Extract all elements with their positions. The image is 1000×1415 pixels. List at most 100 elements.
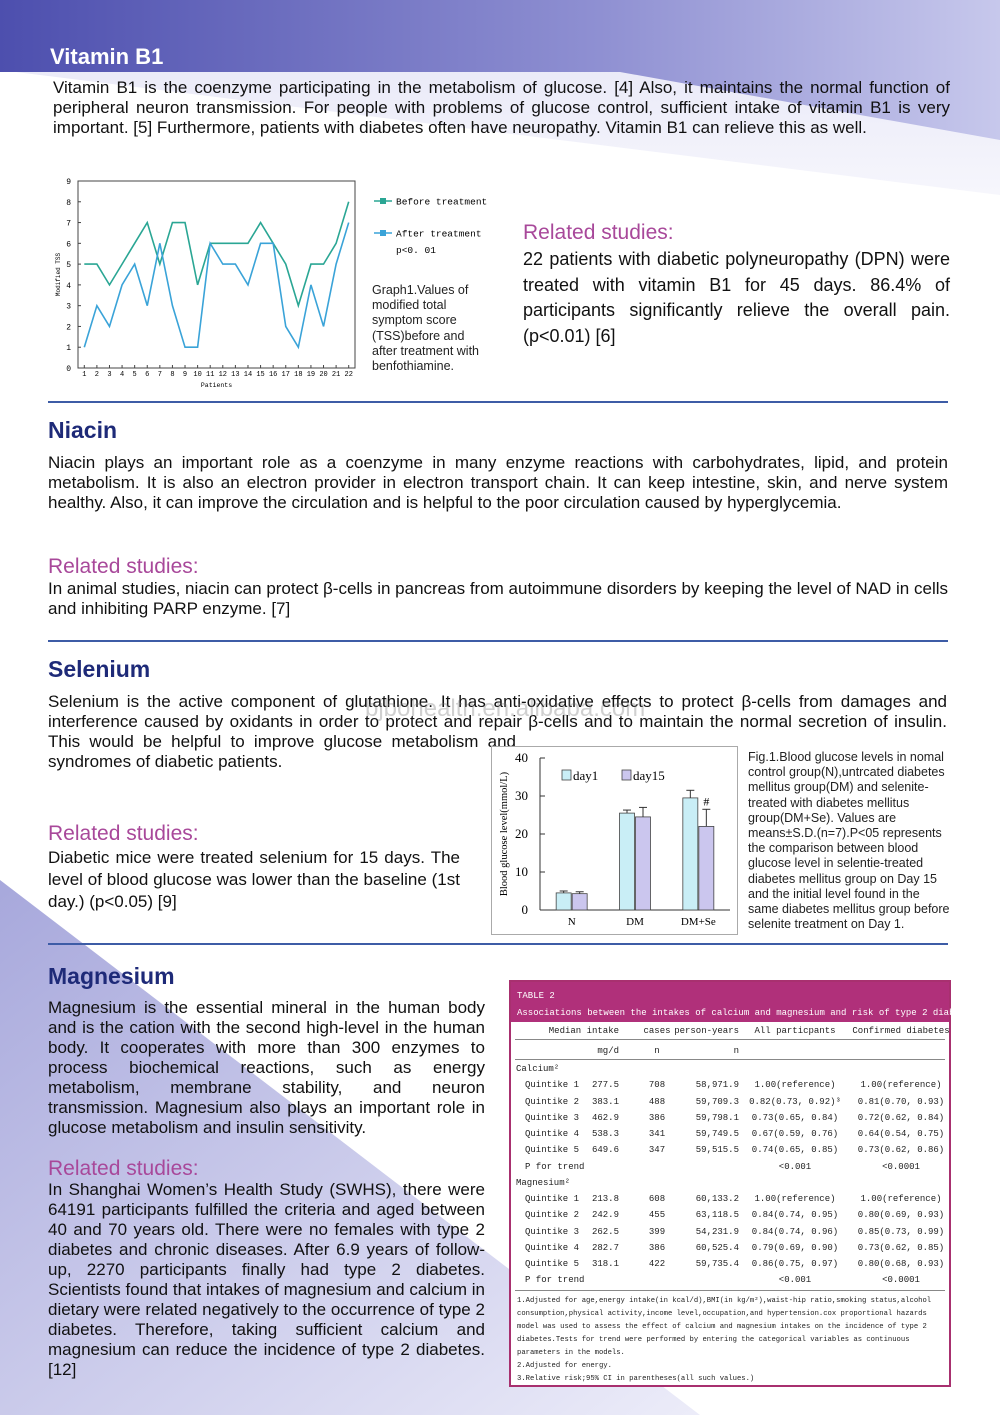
x-tick-label: 18 [294, 371, 302, 379]
table-label: TABLE 2 [517, 991, 555, 1001]
x-tick-label: 17 [282, 371, 290, 379]
legend-marker [380, 198, 386, 204]
bar [698, 826, 715, 911]
table-cell: 58,971.9 [695, 1080, 739, 1091]
table-cell: 60,525.4 [695, 1242, 739, 1253]
paragraph: In Shanghai Women’s Health Study (SWHS),… [48, 1180, 485, 1379]
y-tick-label: 6 [66, 240, 71, 249]
error-bar [623, 809, 631, 814]
row-label: Quintike 3 [525, 1112, 580, 1123]
table-cell: 59,709.3 [695, 1096, 739, 1107]
plot-frame [77, 180, 356, 369]
table-cell: 0.72(0.62, 0.84) [857, 1112, 945, 1123]
heading: Selenium [48, 656, 150, 683]
legend-swatch [561, 769, 572, 781]
series-line [83, 222, 350, 350]
legend-label: day1 [573, 768, 598, 783]
paragraph: Diabetic mice were treated selenium for … [48, 848, 460, 911]
x-tick-label: 5 [133, 371, 137, 379]
x-tick-label: 8 [170, 371, 174, 379]
table: TABLE 2 Associations between the intakes… [509, 980, 981, 1387]
table-header-band [511, 982, 949, 1022]
x-tick-label: 7 [158, 371, 162, 379]
x-tick-label: 20 [319, 371, 327, 379]
row-label: Quintike 4 [525, 1242, 580, 1253]
x-tick-label: 21 [332, 371, 340, 379]
chart-frame [491, 746, 738, 935]
y-tick-label: 20 [515, 826, 528, 841]
bar [682, 797, 699, 911]
table-cell: 0.80(0.68, 0.93) [857, 1259, 945, 1269]
table-cell: 422 [648, 1259, 666, 1269]
table-cell: 341 [648, 1129, 666, 1139]
table-cell: 488 [648, 1096, 666, 1107]
table-cell: 0.73(0.65, 0.84) [751, 1112, 839, 1123]
legend-marker [380, 230, 386, 236]
y-axis-label: Modified TSS [55, 253, 62, 297]
paragraph: In animal studies, niacin can protect β-… [48, 579, 948, 618]
x-tick-label: DM [626, 916, 644, 928]
subheading: Related studies: [523, 221, 674, 244]
heading-text: Selenium [48, 656, 151, 682]
table-cell: 386 [648, 1242, 666, 1253]
y-tick-label: 10 [515, 864, 528, 879]
x-tick-label: 9 [183, 371, 187, 379]
bar-chart: 0 10 20 30 40 Blood glucose level(mmol/L) N DM D… [491, 746, 738, 935]
y-tick-label: 30 [515, 788, 528, 803]
row-label: Quintike 3 [525, 1226, 580, 1237]
table-cell: mg/d [597, 1046, 619, 1056]
table-cell: 0.74(0.65, 0.85) [751, 1145, 839, 1156]
error-bar [686, 789, 695, 798]
x-tick-label: 10 [193, 371, 201, 379]
table-cell: 383.1 [591, 1096, 619, 1107]
legend-label: day15 [633, 768, 665, 783]
row-label: Quintike 5 [525, 1145, 580, 1156]
y-tick-label: 2 [66, 323, 71, 332]
table-cell: 0.86(0.75, 0.97) [751, 1259, 839, 1269]
table-cell: All particpants [754, 1026, 836, 1036]
rule [515, 1290, 945, 1291]
table-cell: n [733, 1046, 739, 1056]
table-cell: 0.67(0.59, 0.76) [751, 1129, 839, 1139]
table-cell: 54,231.9 [695, 1226, 739, 1237]
row-label: Magnesium² [516, 1177, 571, 1188]
row-label: Calcium² [516, 1064, 560, 1074]
paragraph: Niacin plays an important role as a coen… [48, 453, 948, 512]
y-tick-label: 4 [66, 282, 71, 291]
row-label: Quintike 2 [525, 1210, 580, 1221]
y-tick-label: 1 [66, 344, 71, 353]
table-cell: 1.00(reference) [754, 1080, 836, 1091]
table-cell: 59,735.4 [695, 1259, 739, 1269]
x-tick-label: 2 [95, 371, 99, 379]
subheading: Related studies: [48, 555, 199, 578]
y-tick-label: 8 [66, 199, 71, 208]
divider [48, 640, 948, 642]
x-tick-label: 22 [345, 371, 353, 379]
table-cell: 1.00(reference) [860, 1080, 942, 1091]
heading: Vitamin B1 [50, 44, 164, 69]
x-tick-label: 11 [206, 371, 214, 379]
y-axis-label: Blood glucose level(mmol/L) [499, 771, 510, 896]
table-cell: 1.00(reference) [754, 1194, 836, 1204]
row-label: Quintike 2 [525, 1096, 580, 1107]
band [0, 0, 1000, 140]
table-cell: 608 [648, 1194, 666, 1204]
table-cell: 59,515.5 [695, 1145, 739, 1156]
bar [571, 893, 588, 911]
x-tick-label: 12 [219, 371, 227, 379]
error-bar [559, 890, 568, 893]
y-tick-label: 9 [66, 178, 71, 187]
x-tick-label: 13 [231, 371, 239, 379]
row-label: Quintike 5 [525, 1259, 580, 1269]
legend-label: After treatment [396, 229, 482, 240]
x-tick-label: 6 [145, 371, 149, 379]
table-cell: 282.7 [591, 1242, 619, 1253]
table-cell: 0.80(0.69, 0.93) [857, 1210, 945, 1221]
row-label: Quintike 1 [525, 1194, 580, 1204]
paragraph-wrap: Selenium is the active component of glut… [48, 692, 948, 932]
table-cell: 347 [648, 1145, 666, 1156]
row-label: Quintike 4 [525, 1129, 580, 1139]
table-cell: 0.84(0.74, 0.96) [751, 1226, 839, 1237]
table-cell: 538.3 [591, 1129, 619, 1139]
